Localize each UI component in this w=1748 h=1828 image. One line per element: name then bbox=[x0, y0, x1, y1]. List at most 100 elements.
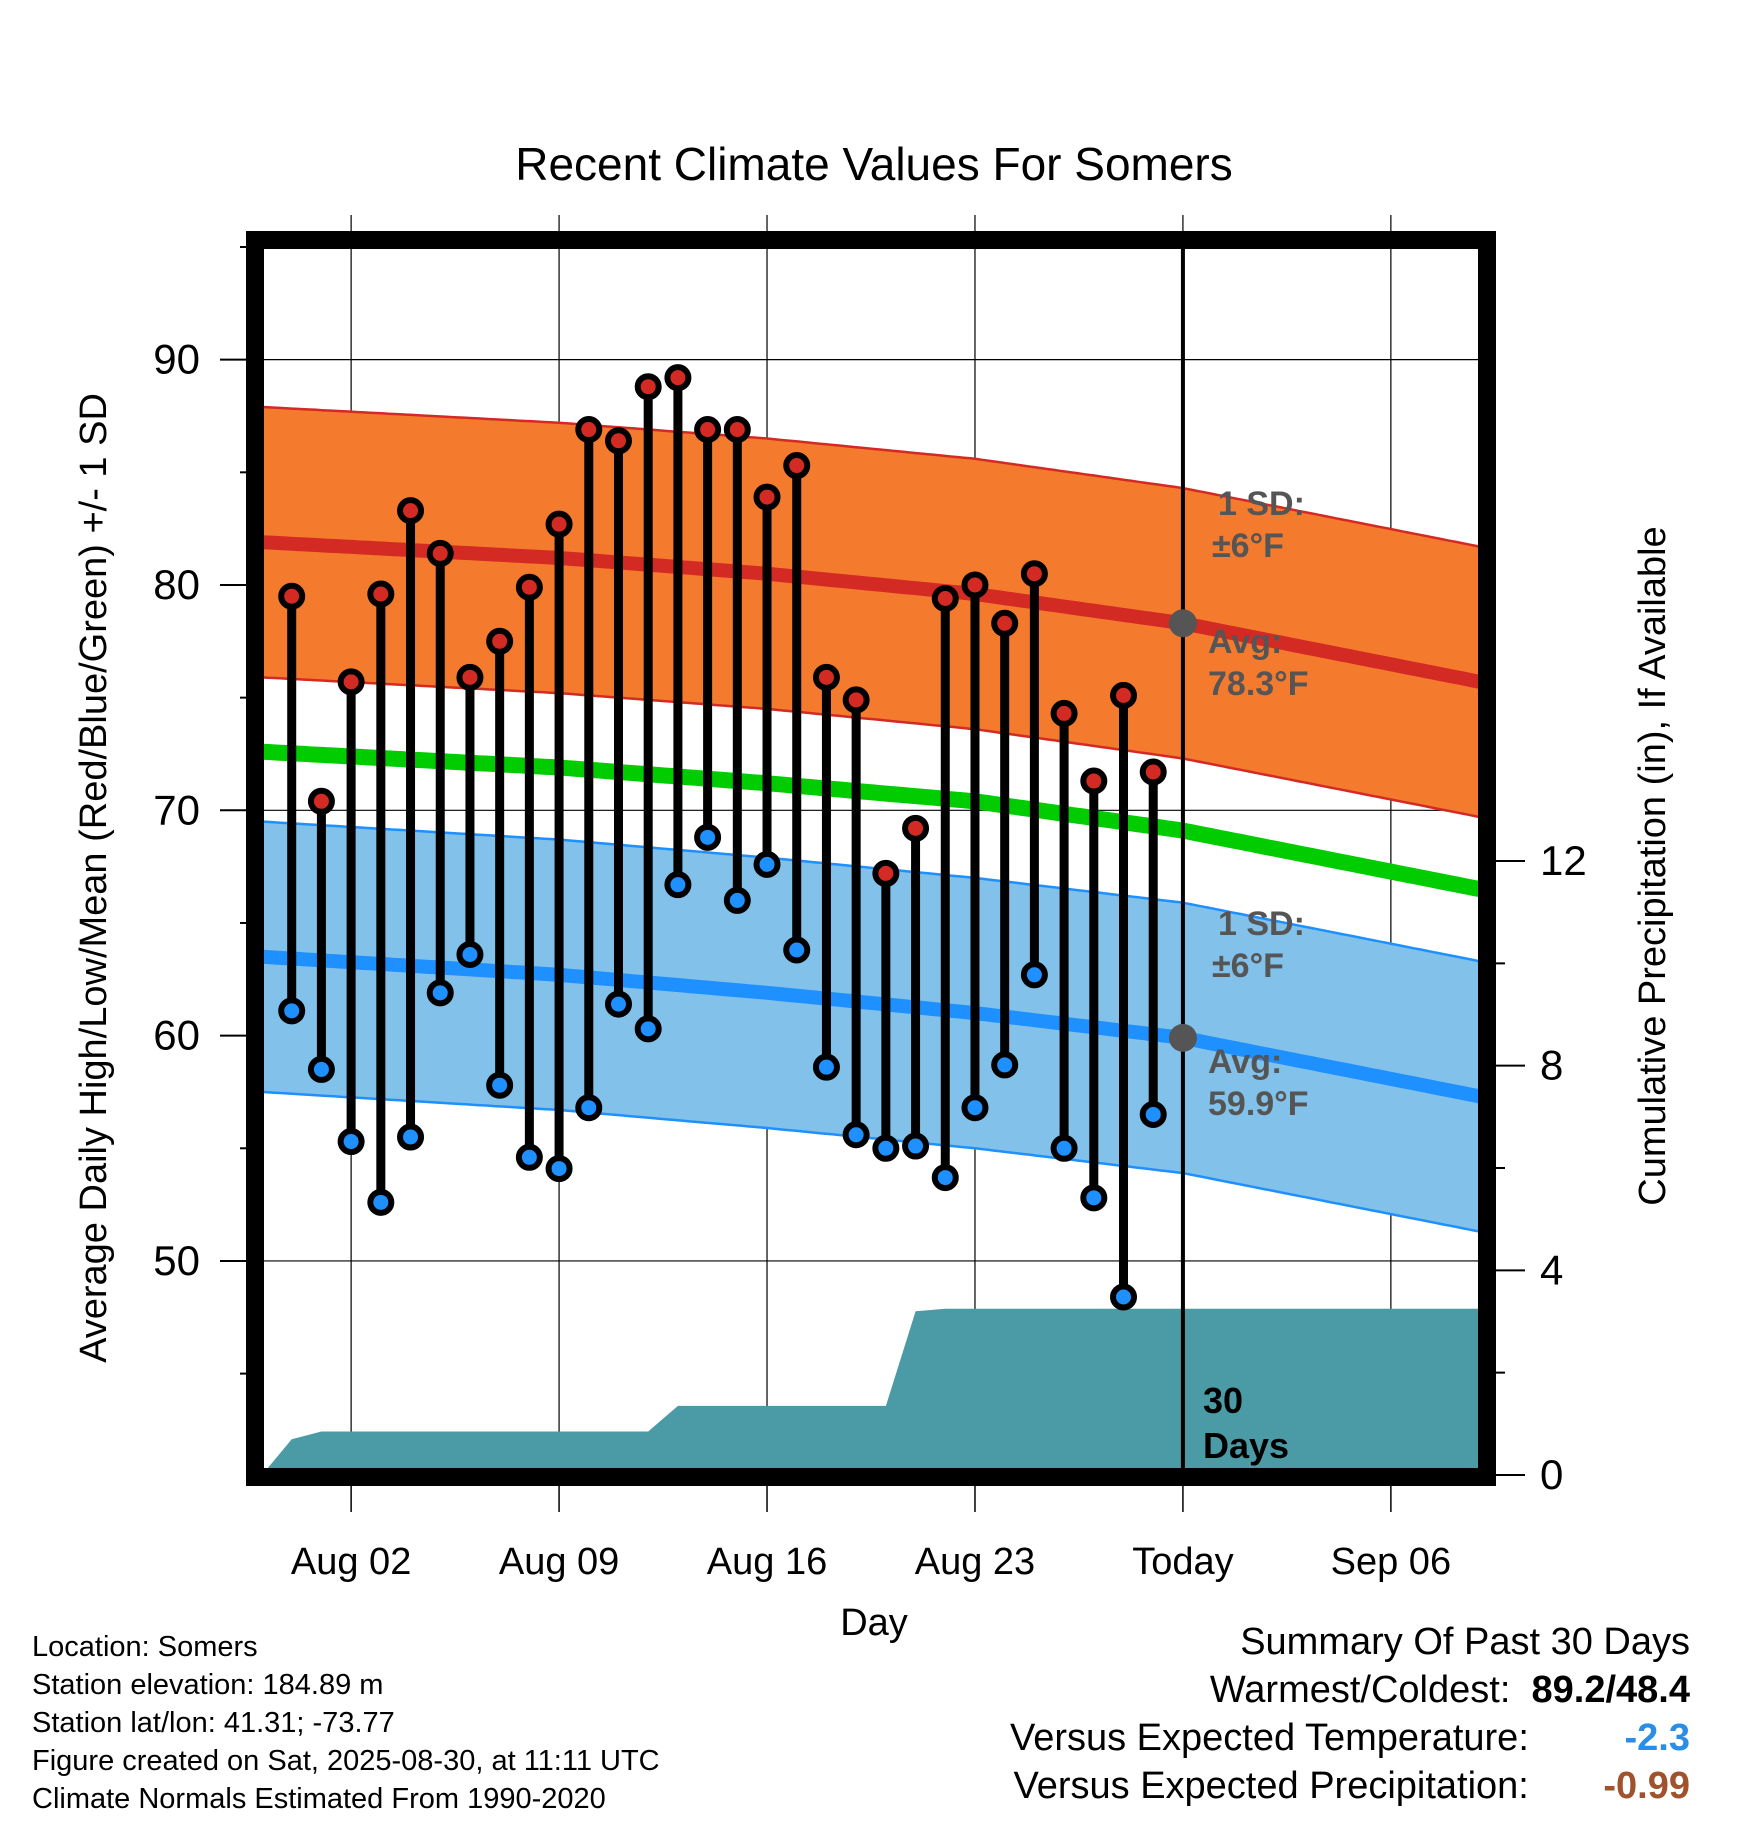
daily-high-point bbox=[575, 416, 603, 444]
station-info: Location: Somers Station elevation: 184.… bbox=[32, 1628, 660, 1818]
normal-high-line bbox=[261, 535, 1482, 689]
daily-high-point bbox=[486, 627, 514, 655]
daily-low-point bbox=[307, 1055, 335, 1083]
y-axis-label: Average Daily High/Low/Mean (Red/Blue/Gr… bbox=[73, 393, 115, 1363]
normal-mean-line bbox=[261, 743, 1482, 898]
daily-high-point bbox=[634, 373, 662, 401]
precip-anomaly-label: Versus Expected Precipitation: bbox=[1013, 1765, 1529, 1807]
daily-high-point bbox=[307, 787, 335, 815]
daily-low-point bbox=[753, 850, 781, 878]
low-sd-label: 1 SD: bbox=[1218, 905, 1305, 943]
daily-low-point bbox=[634, 1015, 662, 1043]
y-tick-label: 50 bbox=[153, 1237, 200, 1284]
daily-low-point bbox=[456, 941, 484, 969]
daily-high-point bbox=[456, 663, 484, 691]
daily-low-point bbox=[278, 997, 306, 1025]
x-tick-label: Aug 16 bbox=[707, 1541, 827, 1583]
y-tick-label: 60 bbox=[153, 1012, 200, 1059]
daily-high-point bbox=[1139, 758, 1167, 786]
daily-high-point bbox=[278, 582, 306, 610]
x-tick-label: Aug 09 bbox=[499, 1541, 619, 1583]
daily-high-point bbox=[842, 686, 870, 714]
y-tick-label: 90 bbox=[153, 336, 200, 383]
normal-low-line bbox=[261, 949, 1482, 1104]
plot-frame bbox=[246, 231, 1496, 1486]
daily-low-point bbox=[486, 1071, 514, 1099]
daily-low-point bbox=[991, 1051, 1019, 1079]
high-avg-label: Avg: bbox=[1208, 623, 1282, 661]
today-days-number: 30 bbox=[1203, 1380, 1243, 1421]
low-sd-upper-edge bbox=[261, 820, 1481, 963]
daily-low-point bbox=[1050, 1134, 1078, 1162]
daily-high-point bbox=[723, 416, 751, 444]
temp-anomaly-row: Versus Expected Temperature: -2.3 bbox=[1010, 1714, 1690, 1762]
high-sd-value: ±6°F bbox=[1212, 527, 1284, 565]
high-sd-label: 1 SD: bbox=[1218, 485, 1305, 523]
plot-area: 1 SD: ±6°F Avg: 78.3°F 1 SD: ±6°F Avg: 59.9°F 30… bbox=[153, 215, 1587, 1583]
temp-anomaly-value: -2.3 bbox=[1624, 1717, 1690, 1759]
y2-axis-label: Cumulative Precipitation (in), If Availa… bbox=[1632, 526, 1674, 1205]
daily-high-point bbox=[753, 483, 781, 511]
daily-low-point bbox=[723, 886, 751, 914]
today-high-avg-marker bbox=[1168, 609, 1197, 638]
x-tick-label: Sep 06 bbox=[1331, 1541, 1451, 1583]
latlon-text: Station lat/lon: 41.31; -73.77 bbox=[32, 1707, 395, 1739]
daily-high-point bbox=[694, 416, 722, 444]
high-sd-upper-edge bbox=[261, 405, 1481, 548]
daily-high-point bbox=[872, 859, 900, 887]
daily-high-point bbox=[664, 364, 692, 392]
warmest-coldest-value: 89.2/48.4 bbox=[1531, 1669, 1690, 1711]
daily-low-point bbox=[902, 1132, 930, 1160]
y2-tick-label: 8 bbox=[1540, 1042, 1563, 1089]
daily-low-point bbox=[575, 1094, 603, 1122]
chart-title: Recent Climate Values For Somers bbox=[515, 138, 1233, 190]
warmest-coldest-label: Warmest/Coldest: bbox=[1209, 1669, 1511, 1711]
daily-low-point bbox=[812, 1053, 840, 1081]
daily-high-point bbox=[515, 573, 543, 601]
daily-low-point bbox=[694, 823, 722, 851]
elevation-text: Station elevation: 184.89 m bbox=[32, 1669, 384, 1701]
precip-anomaly-row: Versus Expected Precipitation: -0.99 bbox=[1010, 1762, 1690, 1810]
daily-high-point bbox=[545, 510, 573, 538]
daily-high-point bbox=[783, 452, 811, 480]
daily-low-point bbox=[604, 990, 632, 1018]
low-sd-lower-edge bbox=[261, 1090, 1481, 1233]
daily-high-point bbox=[902, 814, 930, 842]
high-sd-band bbox=[262, 407, 1480, 818]
precip-anomaly-value: -0.99 bbox=[1603, 1765, 1690, 1807]
today-days-word: Days bbox=[1203, 1425, 1289, 1466]
low-avg-value: 59.9°F bbox=[1208, 1085, 1309, 1123]
summary-title: Summary Of Past 30 Days bbox=[1240, 1621, 1690, 1663]
summary-panel: Summary Of Past 30 Days Warmest/Coldest:… bbox=[1010, 1618, 1690, 1810]
y2-tick-label: 12 bbox=[1540, 837, 1587, 884]
y2-tick-label: 0 bbox=[1540, 1451, 1563, 1498]
warmest-coldest-row: Warmest/Coldest: 89.2/48.4 bbox=[1010, 1666, 1690, 1714]
location-text: Location: Somers bbox=[32, 1631, 258, 1663]
daily-low-point bbox=[783, 936, 811, 964]
x-tick-label: Aug 02 bbox=[291, 1541, 411, 1583]
daily-low-point bbox=[664, 871, 692, 899]
daily-high-point bbox=[1050, 699, 1078, 727]
x-tick-label: Aug 23 bbox=[915, 1541, 1035, 1583]
y2-tick-label: 4 bbox=[1540, 1246, 1563, 1293]
daily-high-point bbox=[1020, 560, 1048, 588]
normals-text: Climate Normals Estimated From 1990-2020 bbox=[32, 1783, 606, 1815]
daily-low-point bbox=[842, 1121, 870, 1149]
daily-low-point bbox=[515, 1143, 543, 1171]
x-tick-label: Today bbox=[1132, 1541, 1233, 1583]
low-sd-band bbox=[262, 821, 1480, 1232]
precip-area bbox=[262, 1308, 1480, 1475]
daily-low-point bbox=[397, 1123, 425, 1151]
daily-high-point bbox=[426, 539, 454, 567]
daily-high-point bbox=[1080, 767, 1108, 795]
y-tick-label: 80 bbox=[153, 561, 200, 608]
y-tick-label: 70 bbox=[153, 786, 200, 833]
daily-low-point bbox=[545, 1155, 573, 1183]
daily-low-point bbox=[872, 1134, 900, 1162]
daily-low-point bbox=[367, 1188, 395, 1216]
daily-high-point bbox=[397, 497, 425, 525]
daily-high-point bbox=[931, 585, 959, 613]
daily-low-point bbox=[1080, 1184, 1108, 1212]
daily-high-point bbox=[367, 580, 395, 608]
